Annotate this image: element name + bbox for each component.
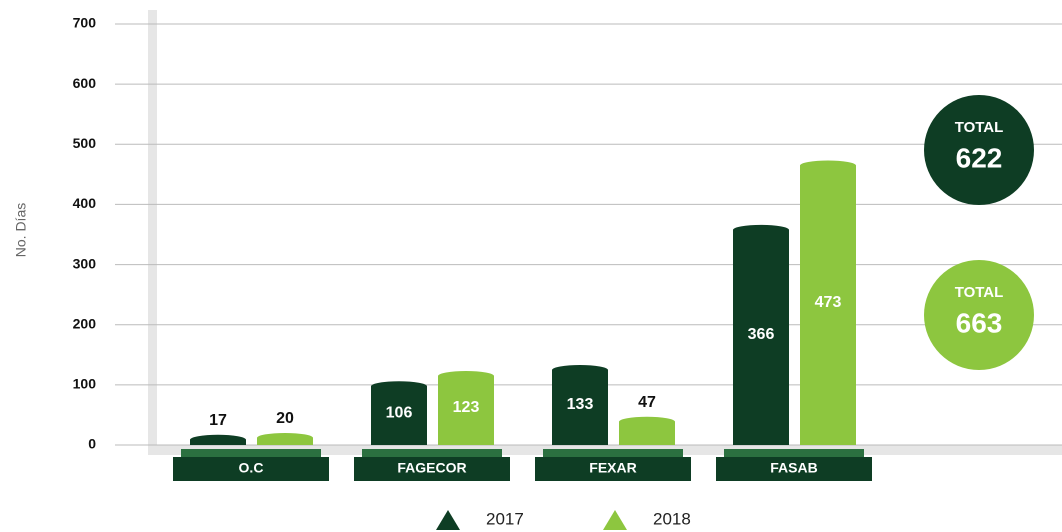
category-plaque	[535, 457, 691, 481]
category-plaque	[173, 457, 329, 481]
category-plaque	[716, 457, 872, 481]
data-label: 133	[567, 396, 594, 413]
y-tick-label: 400	[73, 195, 97, 211]
total-badge	[924, 95, 1034, 205]
legend-label: 2017	[486, 509, 524, 528]
x-tick-label: FEXAR	[589, 460, 636, 476]
category-plaque-top	[181, 449, 321, 457]
bar	[733, 224, 789, 445]
data-label: 473	[815, 294, 842, 311]
bar	[800, 160, 856, 445]
legend-marker	[603, 510, 627, 530]
total-label: TOTAL	[955, 284, 1004, 301]
legend-label: 2018	[653, 509, 691, 528]
total-badge	[924, 260, 1034, 370]
x-tick-label: O.C	[239, 460, 264, 476]
legend-marker	[436, 510, 460, 530]
data-label: 17	[209, 412, 227, 429]
data-label: 47	[638, 394, 656, 411]
x-tick-label: FAGECOR	[397, 460, 466, 476]
x-tick-label: FASAB	[770, 460, 817, 476]
axis-band	[148, 10, 157, 455]
data-label: 20	[276, 410, 294, 427]
y-tick-label: 100	[73, 376, 97, 392]
bar	[257, 432, 313, 445]
category-plaque-top	[724, 449, 864, 457]
bar	[190, 434, 246, 445]
y-tick-label: 700	[73, 15, 97, 31]
bar	[371, 381, 428, 445]
bar	[438, 371, 494, 445]
y-tick-label: 200	[73, 315, 97, 331]
total-value: 622	[956, 142, 1003, 173]
data-label: 106	[386, 404, 413, 421]
y-tick-label: 300	[73, 255, 97, 271]
y-tick-label: 0	[88, 436, 96, 452]
data-label: 123	[453, 399, 480, 416]
category-plaque-top	[543, 449, 683, 457]
total-value: 663	[956, 307, 1003, 338]
y-axis-label: No. Días	[13, 203, 29, 257]
bar	[552, 365, 608, 445]
data-label: 366	[748, 326, 775, 343]
y-tick-label: 600	[73, 75, 97, 91]
bar	[619, 416, 675, 445]
category-plaque	[354, 457, 510, 481]
category-plaque-top	[362, 449, 502, 457]
y-tick-label: 500	[73, 135, 97, 151]
total-label: TOTAL	[955, 119, 1004, 136]
